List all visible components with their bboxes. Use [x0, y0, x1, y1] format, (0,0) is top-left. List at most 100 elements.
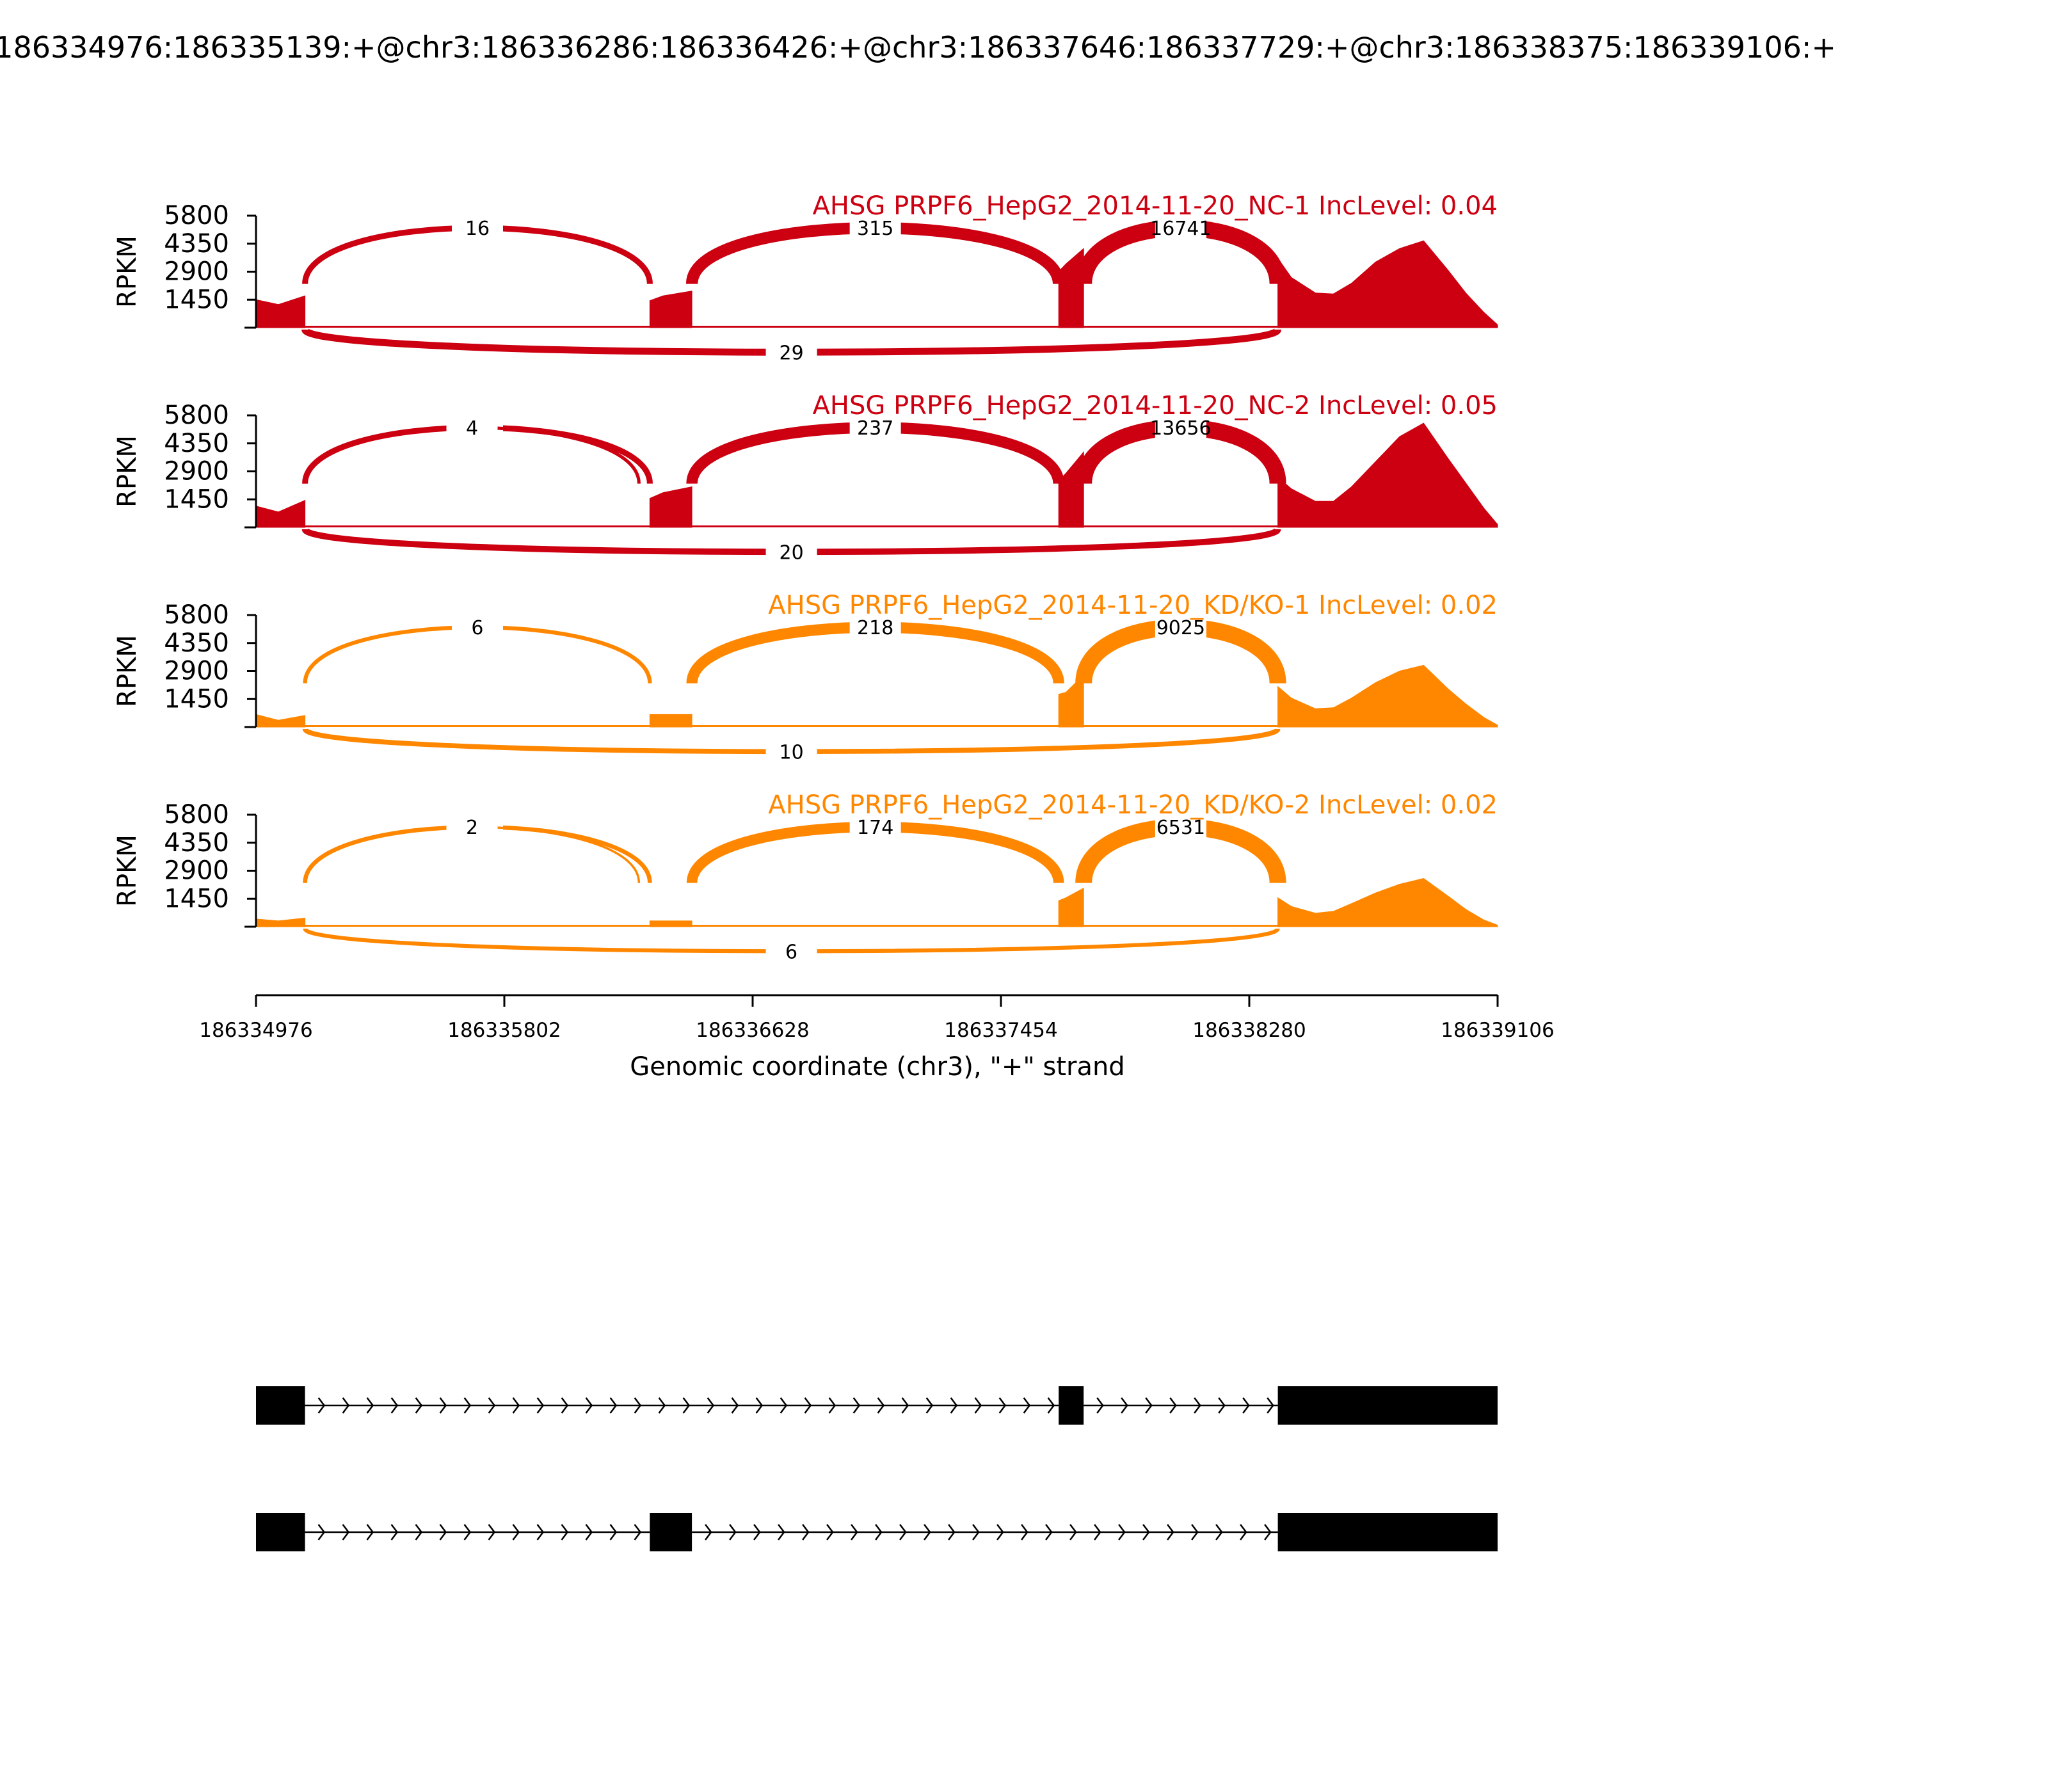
strand-arrow — [1194, 1397, 1201, 1414]
strand-arrow — [439, 1397, 447, 1414]
strand-arrow — [1264, 1524, 1272, 1540]
coverage-area-exon-4 — [1277, 240, 1498, 328]
strand-arrow — [924, 1524, 931, 1540]
y-tick-label-4: 5800 — [164, 800, 229, 829]
strand-arrow — [463, 1397, 472, 1414]
track-4: 72174653161450290043505800RPKMAHSG PRPF6… — [113, 790, 1498, 963]
x-tick-label-2: 186335802 — [447, 1019, 561, 1042]
strand-arrow — [317, 1397, 326, 1414]
strand-arrow — [1023, 1397, 1031, 1414]
junction-count-4: 6531 — [1156, 817, 1205, 839]
strand-arrow — [729, 1524, 737, 1540]
strand-arrow — [780, 1397, 788, 1414]
strand-arrow — [682, 1397, 691, 1414]
strand-arrow — [512, 1397, 520, 1414]
strand-arrow — [439, 1524, 447, 1540]
strand-arrow — [1169, 1397, 1177, 1414]
strand-arrow — [950, 1397, 958, 1414]
y-tick-label-4: 5800 — [164, 401, 229, 430]
strand-arrow — [463, 1524, 472, 1540]
y-tick-label-3: 4350 — [164, 828, 229, 858]
junction-count-4: 29 — [780, 342, 804, 364]
strand-arrow — [828, 1397, 836, 1414]
exon-block-2 — [1059, 1386, 1084, 1425]
junction-count-3: 16741 — [1150, 218, 1211, 240]
strand-arrow — [585, 1397, 593, 1414]
intron-coverage — [256, 326, 1498, 328]
strand-arrow — [512, 1524, 520, 1540]
strand-arrow — [753, 1524, 761, 1540]
junction-count-2: 218 — [857, 617, 893, 639]
strand-arrow — [901, 1397, 909, 1414]
strand-arrow — [1094, 1524, 1101, 1540]
x-tick-label-3: 186336628 — [696, 1019, 810, 1042]
strand-arrow — [342, 1397, 350, 1414]
junction-count-3: 237 — [857, 417, 893, 440]
exon-block-2 — [650, 1513, 692, 1551]
strand-arrow — [826, 1524, 834, 1540]
strand-arrow — [1096, 1397, 1104, 1414]
coverage-area-exon-4 — [1277, 422, 1498, 528]
strand-arrow — [1045, 1524, 1053, 1540]
strand-arrow — [536, 1397, 545, 1414]
junction-count-bg-3 — [1155, 613, 1206, 639]
junction-count-bg-4 — [1155, 413, 1206, 440]
strand-arrow — [1069, 1524, 1077, 1540]
track-title: AHSG PRPF6_HepG2_2014-11-20_NC-2 IncLeve… — [813, 391, 1498, 420]
intron-coverage — [256, 725, 1498, 727]
coverage-area-exon-2 — [649, 291, 692, 328]
strand-arrow — [390, 1524, 399, 1540]
y-tick-label-2: 2900 — [164, 657, 229, 686]
coverage-area-exon-3 — [1058, 887, 1084, 927]
track-title: AHSG PRPF6_HepG2_2014-11-20_NC-1 IncLeve… — [813, 191, 1498, 221]
junction-count-2: 315 — [857, 218, 893, 240]
exon-block-1 — [256, 1386, 305, 1425]
intron-coverage — [256, 525, 1498, 527]
strand-arrow — [705, 1524, 712, 1540]
strand-arrow — [731, 1397, 739, 1414]
y-tick-label-2: 2900 — [164, 856, 229, 886]
y-tick-label-2: 2900 — [164, 457, 229, 486]
strand-arrow — [585, 1524, 593, 1540]
junction-count-bg-1 — [451, 613, 503, 639]
strand-arrow — [1218, 1397, 1226, 1414]
strand-arrow — [1142, 1524, 1150, 1540]
junction-count-4: 10 — [780, 741, 804, 764]
coverage-area-exon-1 — [255, 714, 306, 728]
y-tick-label-1: 1450 — [164, 884, 229, 913]
coverage-area-exon-2 — [649, 714, 692, 728]
strand-arrow — [609, 1524, 618, 1540]
junction-count-3: 174 — [857, 817, 893, 839]
track-title: AHSG PRPF6_HepG2_2014-11-20_KD/KO-2 IncL… — [768, 790, 1498, 820]
strand-arrow — [658, 1397, 666, 1414]
coverage-area-exon-3 — [1058, 674, 1084, 728]
junction-count-1: 6 — [471, 617, 483, 639]
strand-arrow — [802, 1524, 810, 1540]
exon-block-1 — [256, 1513, 305, 1551]
strand-arrow — [415, 1524, 423, 1540]
junction-count-bg-2 — [446, 813, 498, 839]
junction-count-bg-3 — [849, 413, 901, 440]
junction-count-bg-3 — [849, 813, 901, 839]
strand-arrow — [366, 1397, 374, 1414]
strand-arrow — [852, 1397, 861, 1414]
strand-arrow — [707, 1397, 715, 1414]
strand-arrow — [998, 1397, 1007, 1414]
y-tick-label-4: 5800 — [164, 600, 229, 630]
strand-arrow — [948, 1524, 956, 1540]
coverage-area-exon-2 — [649, 486, 692, 528]
coverage-area-exon-3 — [1058, 248, 1084, 328]
junction-count-bg-5 — [765, 538, 817, 564]
x-axis-label: Genomic coordinate (chr3), "+" strand — [630, 1052, 1124, 1082]
junction-count-bg-1 — [451, 214, 503, 240]
strand-arrow — [996, 1524, 1004, 1540]
y-tick-label-3: 4350 — [164, 628, 229, 658]
y-tick-label-2: 2900 — [164, 257, 229, 287]
strand-arrow — [1047, 1397, 1055, 1414]
x-tick-label-5: 186338280 — [1192, 1019, 1306, 1042]
strand-arrow — [1167, 1524, 1174, 1540]
x-tick-label-1: 186334976 — [199, 1019, 313, 1042]
strand-arrow — [536, 1524, 545, 1540]
